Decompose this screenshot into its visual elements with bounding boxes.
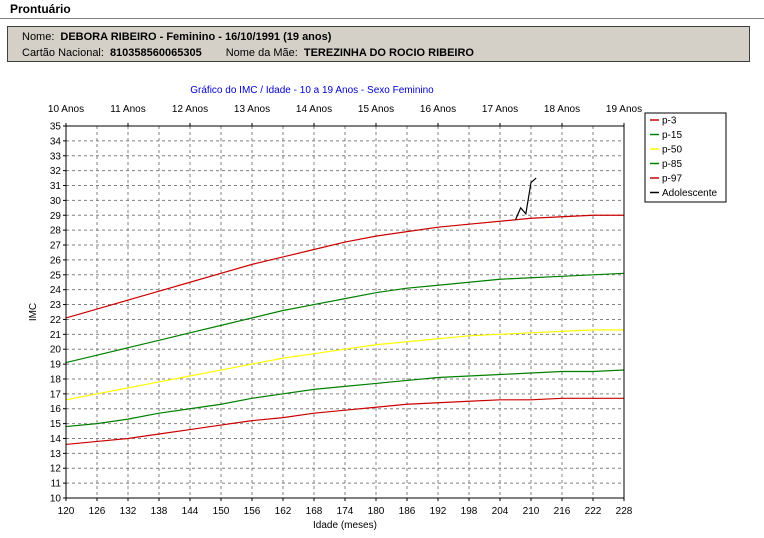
top-axis-label: 19 Anos [606, 104, 642, 115]
top-axis-label: 17 Anos [482, 104, 518, 115]
series-line-p-97 [65, 214, 624, 319]
y-tick-label: 30 [50, 196, 62, 207]
x-tick-label: 204 [492, 506, 509, 517]
mother-name-value: TEREZINHA DO ROCIO RIBEIRO [303, 47, 474, 59]
legend-label: Adolescente [662, 188, 717, 199]
legend-label: p-97 [662, 174, 682, 185]
page-title: Prontuário [10, 2, 71, 16]
x-tick-label: 198 [461, 506, 478, 517]
y-axis-label: IMC [28, 303, 39, 321]
top-axis-label: 12 Anos [172, 104, 208, 115]
y-tick-label: 29 [50, 211, 62, 222]
chart-grid [66, 126, 624, 498]
x-tick-label: 138 [151, 506, 168, 517]
top-axis-label: 14 Anos [296, 104, 332, 115]
card-number-label: Cartão Nacional: [22, 47, 104, 59]
x-tick-label: 216 [554, 506, 571, 517]
series-line-adolescente [514, 177, 537, 220]
y-tick-label: 22 [50, 315, 62, 326]
patient-name-row: Nome: DEBORA RIBEIRO - Feminino - 16/10/1… [22, 31, 331, 43]
y-tick-label: 14 [50, 434, 62, 445]
series-line-p-50 [65, 329, 624, 401]
y-tick-label: 12 [50, 464, 62, 475]
chart-series [65, 177, 625, 446]
x-tick-label: 120 [58, 506, 75, 517]
y-tick-label: 25 [50, 270, 62, 281]
x-tick-label: 156 [244, 506, 261, 517]
chart-title: Gráfico do IMC / Idade - 10 a 19 Anos - … [190, 85, 434, 96]
y-tick-label: 17 [50, 389, 62, 400]
top-axis-label: 18 Anos [544, 104, 580, 115]
chart-legend: p-3 p-15 p-50 p-85 p-97 Adolescente [644, 112, 727, 203]
legend-label: p-50 [662, 145, 682, 156]
y-tick-label: 15 [50, 419, 62, 430]
x-tick-label: 228 [616, 506, 633, 517]
top-axis-label: 10 Anos [48, 104, 84, 115]
card-number-value: 810358560065305 [109, 47, 202, 59]
series-line-p-3 [65, 397, 624, 446]
patient-card-row: Cartão Nacional: 810358560065305 Nome da M… [22, 47, 474, 59]
y-tick-label: 19 [50, 360, 62, 371]
series-line-p-85 [65, 272, 625, 364]
x-tick-label: 162 [275, 506, 292, 517]
legend-box [644, 112, 727, 203]
y-tick-label: 10 [50, 494, 62, 505]
top-axis-label: 11 Anos [110, 104, 145, 115]
patient-name-label: Nome: [22, 31, 55, 43]
x-tick-label: 222 [585, 506, 602, 517]
chart-axes: 10 11 12 13 14 15 16 17 18 19 20 21 22 23 24 25 26 27 28 29… [48, 104, 642, 517]
y-tick-label: 35 [50, 122, 62, 133]
x-tick-label: 126 [89, 506, 106, 517]
y-tick-label: 33 [50, 151, 62, 162]
y-tick-label: 28 [50, 226, 62, 237]
patient-name-value: DEBORA RIBEIRO - Feminino - 16/10/1991 (… [60, 31, 332, 43]
mother-name-label: Nome da Mãe: [225, 47, 298, 59]
x-tick-label: 168 [306, 506, 323, 517]
x-tick-label: 174 [337, 506, 354, 517]
x-tick-label: 210 [523, 506, 540, 517]
y-tick-label: 26 [50, 255, 62, 266]
title-divider [0, 18, 764, 20]
x-tick-label: 180 [368, 506, 385, 517]
top-axis-label: 16 Anos [420, 104, 456, 115]
x-tick-label: 150 [213, 506, 230, 517]
series-line-p-15 [65, 369, 625, 428]
x-tick-label: 186 [399, 506, 416, 517]
top-axis-label: 13 Anos [234, 104, 270, 115]
y-tick-label: 34 [50, 136, 62, 147]
y-tick-label: 20 [50, 345, 62, 356]
y-tick-label: 18 [50, 374, 62, 385]
y-tick-label: 21 [50, 330, 62, 341]
y-tick-label: 23 [50, 300, 62, 311]
y-tick-label: 32 [50, 166, 62, 177]
top-axis-label: 15 Anos [358, 104, 394, 115]
y-tick-label: 24 [50, 285, 62, 296]
y-tick-label: 31 [50, 181, 62, 192]
legend-label: p-85 [662, 159, 682, 170]
y-tick-label: 27 [50, 241, 62, 252]
y-tick-label: 16 [50, 404, 62, 415]
legend-label: p-15 [662, 130, 682, 141]
y-tick-label: 13 [50, 449, 62, 460]
x-tick-label: 144 [182, 506, 199, 517]
x-tick-label: 192 [430, 506, 447, 517]
x-axis-label: Idade (meses) [313, 520, 377, 531]
legend-label: p-3 [662, 116, 677, 127]
x-tick-label: 132 [120, 506, 137, 517]
patient-info-panel: Nome: DEBORA RIBEIRO - Feminino - 16/10/1… [7, 26, 750, 62]
y-tick-label: 11 [51, 479, 62, 490]
